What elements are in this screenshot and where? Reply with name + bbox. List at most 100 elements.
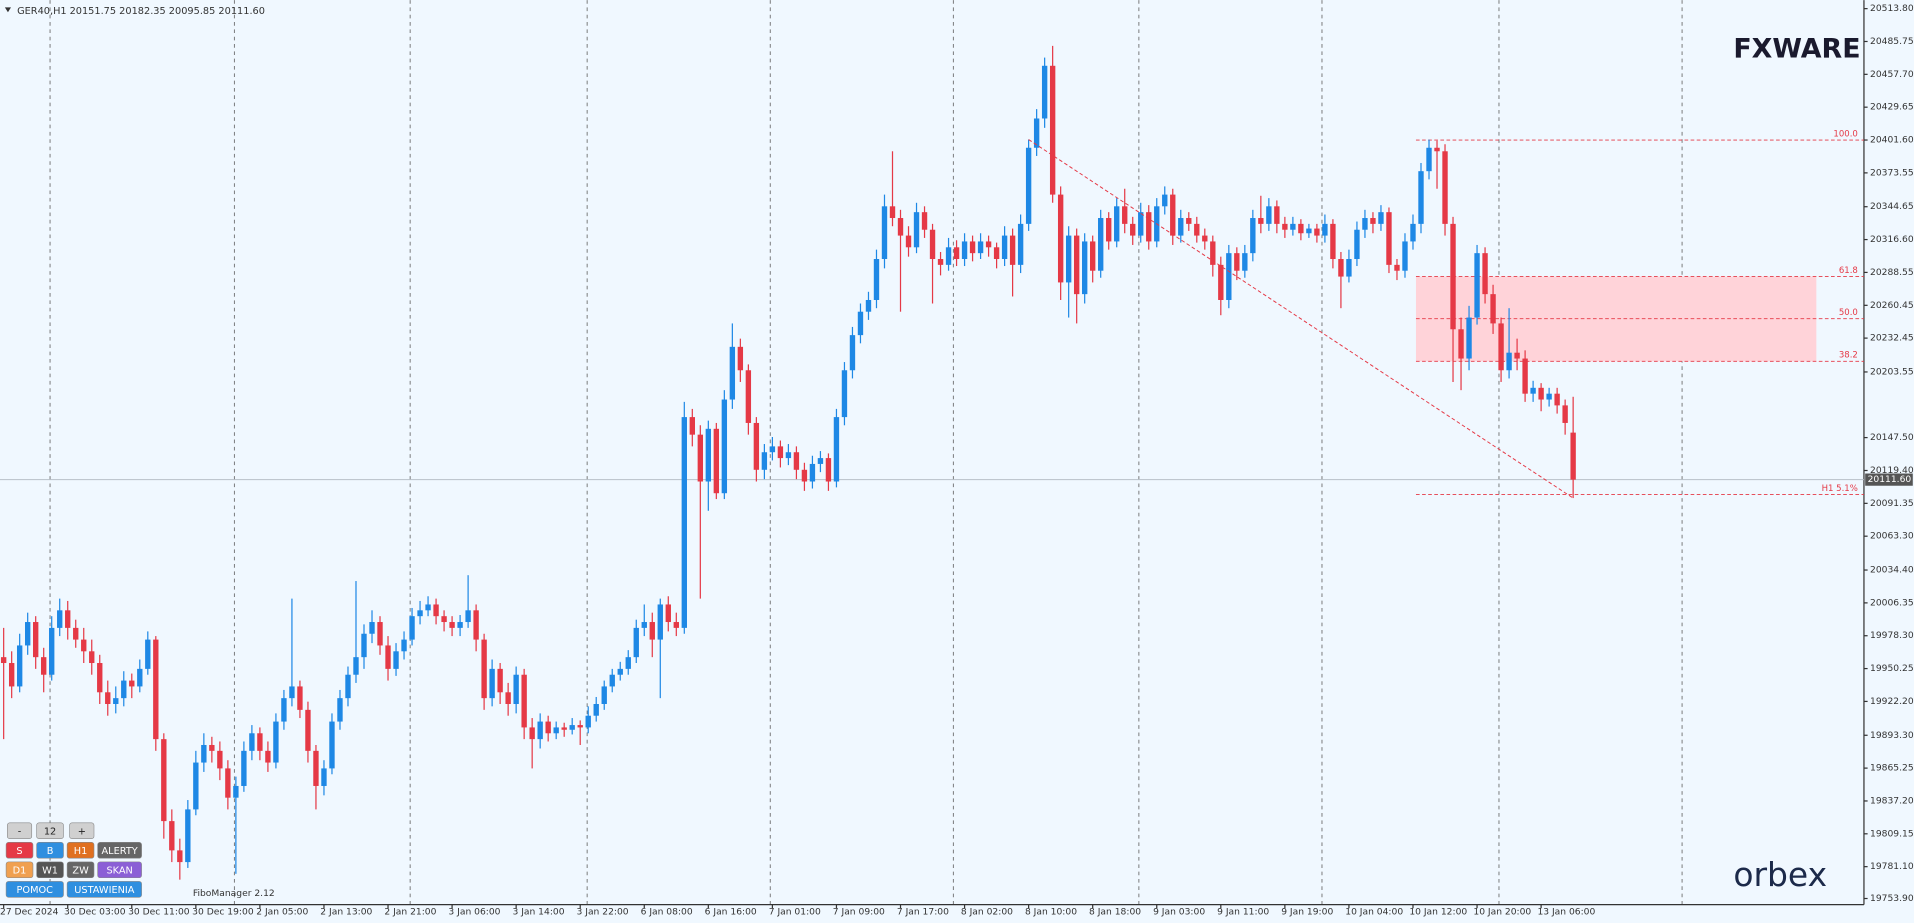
panel-button[interactable]: B: [36, 842, 64, 859]
candle-body: [1162, 194, 1168, 207]
y-tick-label: 20063.30: [1870, 532, 1914, 542]
candle-body: [49, 627, 55, 675]
panel-button[interactable]: H1: [66, 842, 95, 859]
candle-body: [209, 744, 215, 751]
panel-button[interactable]: 12: [36, 822, 64, 839]
candle-body: [1306, 228, 1312, 234]
y-tick-label: 19753.90: [1870, 894, 1914, 904]
candle-body: [1242, 253, 1248, 271]
candle-body: [1258, 218, 1264, 224]
candle-body: [1001, 235, 1008, 260]
candle-body: [1538, 387, 1544, 400]
candle-body: [1282, 223, 1288, 230]
candle-body: [561, 727, 567, 730]
panel-button[interactable]: S: [5, 842, 34, 859]
candle-body: [1017, 223, 1024, 265]
candle-body: [681, 417, 687, 628]
candle-body: [745, 370, 752, 423]
candle-body: [249, 733, 255, 751]
candle-body: [33, 622, 39, 658]
candle-body: [489, 668, 495, 699]
candle-body: [41, 657, 47, 675]
candle-body: [193, 762, 199, 810]
y-tick-label: 20260.45: [1870, 301, 1914, 311]
panel-version: FiboManager 2.12: [193, 889, 275, 899]
x-tick-label: 10 Jan 04:00: [1345, 907, 1403, 917]
panel-button[interactable]: ALERTY: [97, 842, 142, 859]
candle-body: [985, 241, 992, 248]
candle-body: [881, 206, 888, 260]
candle-body: [1009, 235, 1016, 265]
candle-body: [625, 657, 631, 669]
y-tick-label: 20288.55: [1870, 268, 1914, 278]
candle-body: [1266, 206, 1272, 224]
candle-body: [57, 610, 63, 628]
candle-body: [889, 206, 896, 219]
candle-body: [761, 452, 768, 470]
candle-body: [1330, 223, 1336, 260]
candle-body: [897, 218, 904, 236]
candle-body: [449, 622, 455, 628]
candle-body: [569, 725, 575, 730]
button-face: [36, 822, 64, 839]
candle-body: [145, 639, 151, 669]
button-label: USTAWIENIA: [74, 885, 135, 896]
button-face: [66, 861, 95, 879]
candle-body: [113, 698, 119, 705]
button-face: [66, 842, 95, 859]
candle-body: [129, 680, 135, 687]
candle-body: [233, 785, 239, 798]
candle-body: [481, 639, 487, 699]
fibo-level-label: 38.2: [1839, 351, 1858, 361]
panel-button[interactable]: W1: [36, 861, 64, 879]
y-tick-label: 20401.60: [1870, 136, 1914, 146]
candle-body: [1418, 171, 1424, 224]
panel-button[interactable]: POMOC: [5, 881, 64, 898]
candle-body: [593, 704, 599, 716]
panel-button[interactable]: -: [7, 822, 33, 839]
panel-button[interactable]: +: [69, 822, 95, 839]
candle-body: [1442, 151, 1448, 224]
y-tick-label: 20119.40: [1870, 466, 1914, 476]
candle-body: [873, 259, 880, 300]
candle-body: [1482, 253, 1488, 295]
candle-body: [601, 686, 607, 705]
candle-body: [817, 458, 824, 464]
candle-body: [225, 768, 231, 798]
candle-body: [793, 452, 800, 470]
candle-body: [1218, 264, 1224, 300]
y-tick-label: 20513.80: [1870, 4, 1914, 14]
candle-body: [713, 428, 720, 494]
candle-body: [1474, 253, 1480, 318]
candle-body: [385, 645, 391, 669]
y-tick-label: 20485.75: [1870, 37, 1914, 47]
y-tick-label: 20006.35: [1870, 598, 1914, 608]
candle-body: [1386, 212, 1392, 265]
panel-button[interactable]: SKAN: [97, 861, 142, 879]
button-face: [36, 842, 64, 859]
y-tick-label: 20344.65: [1870, 202, 1914, 212]
x-tick-label: 8 Jan 10:00: [1025, 907, 1077, 917]
candle-body: [361, 633, 367, 658]
candle-body: [609, 674, 615, 687]
candle-body: [801, 469, 808, 482]
candle-body: [1426, 147, 1432, 172]
candle-body: [1298, 223, 1304, 234]
x-tick-label: 2 Jan 21:00: [384, 907, 436, 917]
candle-body: [1466, 317, 1472, 359]
candle-body: [857, 311, 864, 336]
candle-body: [1186, 218, 1192, 224]
button-label: B: [47, 846, 54, 857]
x-tick-label: 13 Jan 06:00: [1537, 907, 1595, 917]
panel-button[interactable]: ZW: [66, 861, 95, 879]
y-tick-label: 20316.60: [1870, 235, 1914, 245]
panel-button[interactable]: USTAWIENIA: [66, 881, 142, 898]
candle-body: [89, 651, 95, 664]
candle-body: [16, 645, 23, 687]
panel-button[interactable]: D1: [5, 861, 34, 879]
candle-body: [1554, 393, 1560, 406]
x-tick-label: 30 Dec 19:00: [192, 907, 254, 917]
candle-body: [929, 229, 936, 260]
candle-body: [673, 622, 679, 628]
